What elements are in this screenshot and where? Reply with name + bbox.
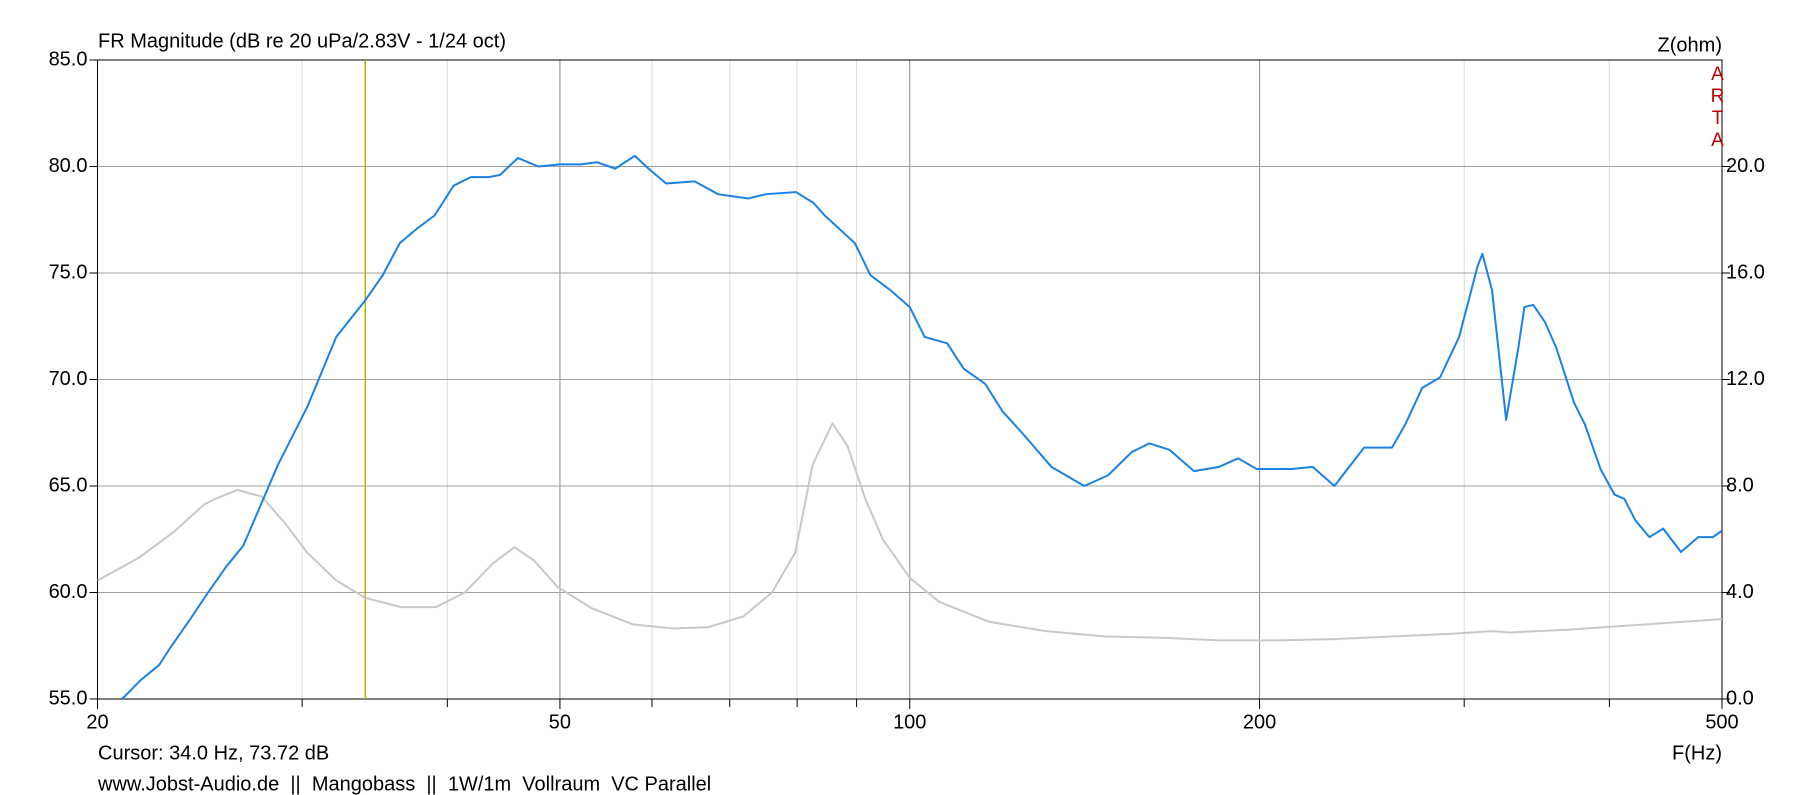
y-tick-label: 70.0 (49, 368, 88, 390)
y-tick-label: 75.0 (49, 261, 88, 283)
y2-axis-label: Z(ohm) (1658, 34, 1722, 56)
y2-tick-label: 0.0 (1726, 687, 1754, 709)
y2-tick-label: 20.0 (1726, 155, 1765, 177)
y-tick-label: 80.0 (49, 155, 88, 177)
series-line (97, 422, 1722, 642)
y2-tick-label: 16.0 (1726, 261, 1765, 283)
y2-tick-label: 12.0 (1726, 368, 1765, 390)
x-tick-label: 200 (1243, 711, 1276, 733)
y-tick-label: 60.0 (49, 581, 88, 603)
x-axis-label: F(Hz) (1672, 742, 1722, 764)
y-tick-label: 85.0 (49, 48, 88, 70)
x-tick-label: 20 (86, 711, 108, 733)
y-tick-label: 55.0 (49, 687, 88, 709)
x-tick-label: 100 (893, 711, 926, 733)
cursor-readout: Cursor: 34.0 Hz, 73.72 dB (98, 742, 329, 764)
y-tick-label: 65.0 (49, 474, 88, 496)
x-tick-label: 500 (1705, 711, 1738, 733)
x-tick-label: 50 (549, 711, 571, 733)
watermark: ARTA (1707, 64, 1728, 152)
footer: www.Jobst-Audio.de || Mangobass || 1W/1m… (97, 773, 711, 795)
plot-frame (97, 59, 1723, 700)
chart-title: FR Magnitude (dB re 20 uPa/2.83V - 1/24 … (98, 30, 506, 52)
y2-tick-label: 8.0 (1726, 474, 1754, 496)
series-line (121, 154, 1722, 699)
y2-tick-label: 4.0 (1726, 581, 1754, 603)
